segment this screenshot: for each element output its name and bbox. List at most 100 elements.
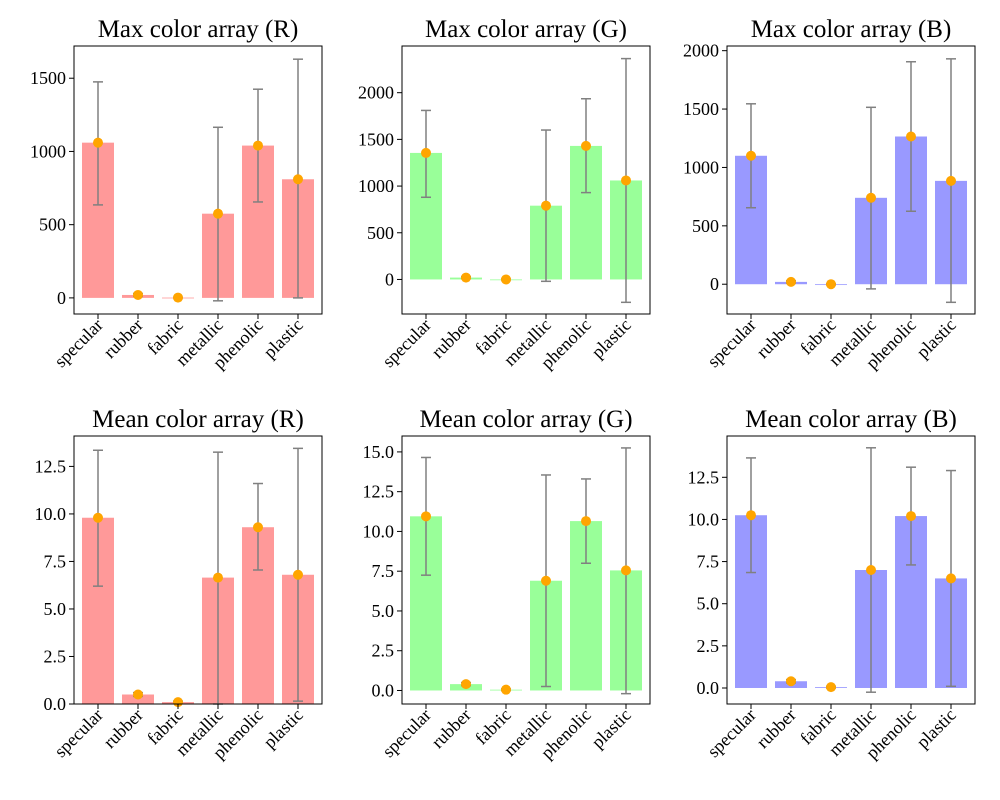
y-tick-label: 15.0 xyxy=(363,442,395,462)
x-tick-label: rubber xyxy=(427,705,474,752)
x-tick-label: specular xyxy=(703,315,760,372)
x-tick-label: specular xyxy=(703,705,760,762)
y-tick-label: 1000 xyxy=(30,141,66,161)
mean-marker-plastic xyxy=(293,569,303,580)
x-tick-label: rubber xyxy=(427,315,474,362)
x-tick-label: rubber xyxy=(752,705,799,752)
x-tick-label: plastic xyxy=(587,315,634,362)
plot-frame xyxy=(401,435,651,705)
x-tick-label: specular xyxy=(378,315,435,372)
y-tick-label: 1500 xyxy=(30,68,66,88)
mean-marker-plastic xyxy=(946,573,956,584)
chart-title: Mean color array (R) xyxy=(92,406,304,433)
chart-title: Max color array (G) xyxy=(425,16,627,43)
y-tick-label: 5.0 xyxy=(44,599,67,619)
y-tick-label: 0 xyxy=(57,288,66,308)
y-tick-label: 500 xyxy=(692,216,719,236)
y-tick-label: 10.0 xyxy=(688,509,720,529)
y-tick-label: 1000 xyxy=(358,176,394,196)
mean-marker-phenolic xyxy=(253,140,263,151)
y-tick-label: 1500 xyxy=(358,129,394,149)
mean-marker-rubber xyxy=(786,676,796,687)
y-tick-label: 5.0 xyxy=(372,601,395,621)
mean-marker-phenolic xyxy=(253,522,263,533)
mean-marker-plastic xyxy=(621,565,631,576)
mean-marker-rubber xyxy=(461,272,471,283)
subplot-6: Mean color array (B) 0.0 2.5 5.0 7.5 10.0 12.5… xyxy=(688,406,976,763)
mean-marker-metallic xyxy=(866,565,876,575)
subplot-5: Mean color array (G) 0.0 2.5 5.0 7.5 10.0 12.5… xyxy=(363,406,651,763)
mean-marker-plastic xyxy=(621,175,631,186)
plot-frame xyxy=(73,435,323,705)
chart-title: Max color array (B) xyxy=(751,16,952,43)
chart-title: Mean color array (G) xyxy=(419,406,632,433)
y-tick-label: 1000 xyxy=(683,157,719,177)
mean-marker-fabric xyxy=(826,682,836,693)
mean-marker-plastic xyxy=(946,175,956,186)
mean-marker-rubber xyxy=(786,276,796,287)
mean-marker-fabric xyxy=(173,697,183,708)
mean-marker-plastic xyxy=(293,174,303,185)
mean-marker-specular xyxy=(93,512,103,523)
mean-marker-metallic xyxy=(213,208,223,219)
y-tick-label: 500 xyxy=(367,223,394,243)
mean-marker-phenolic xyxy=(581,140,591,151)
y-tick-label: 12.5 xyxy=(35,456,67,476)
plot-frame xyxy=(401,45,651,315)
x-tick-label: plastic xyxy=(912,315,959,362)
y-tick-label: 7.5 xyxy=(44,551,67,571)
mean-marker-metallic xyxy=(541,200,551,211)
y-tick-label: 0.0 xyxy=(44,694,67,714)
x-tick-label: rubber xyxy=(752,315,799,362)
y-tick-label: 5.0 xyxy=(697,594,720,614)
y-tick-label: 0 xyxy=(385,269,394,289)
mean-marker-specular xyxy=(421,511,431,522)
mean-marker-specular xyxy=(746,510,756,521)
plot-frame xyxy=(73,45,323,315)
x-tick-label: specular xyxy=(50,315,107,372)
y-tick-label: 10.0 xyxy=(35,504,67,524)
mean-marker-metallic xyxy=(541,575,551,586)
plot-frame xyxy=(726,45,976,315)
y-tick-label: 12.5 xyxy=(688,467,720,487)
plot-frame xyxy=(726,435,976,705)
mean-marker-rubber xyxy=(461,679,471,690)
mean-marker-fabric xyxy=(501,274,511,285)
subplot-4: Mean color array (R) 0.0 2.5 5.0 7.5 10.0 12.5… xyxy=(35,406,323,763)
x-tick-label: specular xyxy=(378,705,435,762)
mean-marker-rubber xyxy=(133,289,143,300)
y-tick-label: 2.5 xyxy=(372,641,395,661)
x-tick-label: plastic xyxy=(912,705,959,752)
mean-marker-phenolic xyxy=(581,516,591,527)
x-tick-label: plastic xyxy=(259,315,306,362)
mean-marker-fabric xyxy=(826,279,836,290)
mean-marker-specular xyxy=(746,150,756,161)
y-tick-label: 2000 xyxy=(358,83,394,103)
mean-marker-phenolic xyxy=(906,131,916,142)
mean-marker-fabric xyxy=(501,684,511,695)
y-tick-label: 0.0 xyxy=(697,678,720,698)
chart-title: Mean color array (B) xyxy=(745,406,957,433)
mean-marker-fabric xyxy=(173,292,183,303)
x-tick-label: plastic xyxy=(587,705,634,752)
y-tick-label: 7.5 xyxy=(372,561,395,581)
mean-marker-rubber xyxy=(133,689,143,700)
subplot-2: Max color array (G) 0 500 1000 1500 2000 specu… xyxy=(358,16,651,373)
y-tick-label: 500 xyxy=(39,215,66,235)
y-tick-label: 7.5 xyxy=(697,552,720,572)
y-tick-label: 10.0 xyxy=(363,521,395,541)
mean-marker-metallic xyxy=(866,192,876,203)
y-tick-label: 2000 xyxy=(683,41,719,61)
mean-marker-metallic xyxy=(213,572,223,583)
x-tick-label: rubber xyxy=(99,705,146,752)
subplot-1: Max color array (R) 0 500 1000 1500 specularr… xyxy=(30,16,323,373)
y-tick-label: 12.5 xyxy=(363,482,395,502)
y-tick-label: 1500 xyxy=(683,99,719,119)
y-tick-label: 2.5 xyxy=(697,636,720,656)
mean-marker-phenolic xyxy=(906,511,916,522)
y-tick-label: 2.5 xyxy=(44,646,67,666)
x-tick-label: rubber xyxy=(99,315,146,362)
y-tick-label: 0.0 xyxy=(372,680,395,700)
y-tick-label: 0 xyxy=(710,274,719,294)
